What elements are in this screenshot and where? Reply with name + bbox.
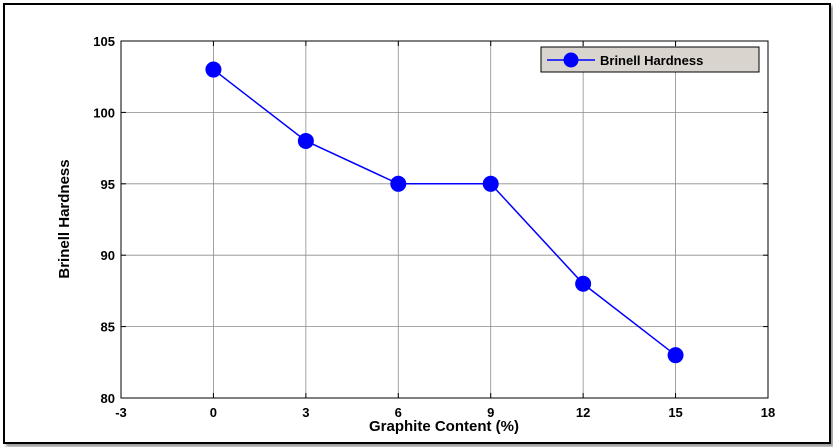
y-tick-label: 85 (101, 320, 115, 335)
data-point (297, 132, 314, 149)
y-tick-label: 105 (93, 34, 115, 49)
plot-area (121, 41, 768, 398)
legend: Brinell Hardness (540, 46, 760, 73)
x-tick-label: 0 (210, 405, 217, 420)
x-tick-label: -3 (115, 405, 127, 420)
legend-label: Brinell Hardness (600, 53, 703, 68)
x-tick-label: 15 (668, 405, 682, 420)
y-tick-label: 95 (101, 177, 115, 192)
y-tick-label: 100 (93, 105, 115, 120)
x-tick-labels: -3 0 3 6 9 12 15 18 (115, 405, 775, 420)
series-line (212, 68, 677, 356)
y-tick-label: 90 (101, 248, 115, 263)
figure-frame: -3 0 3 6 9 12 15 18 80 85 90 95 100 105 Graphite Con… (3, 3, 831, 444)
data-point (390, 175, 407, 192)
data-point (482, 175, 499, 192)
x-tick-label: 9 (487, 405, 494, 420)
data-point (575, 275, 592, 292)
x-tick-label: 12 (576, 405, 590, 420)
y-tick-labels: 80 85 90 95 100 105 (93, 34, 115, 406)
x-axis-title: Graphite Content (%) (369, 418, 519, 435)
data-point (667, 347, 684, 364)
y-tick-label: 80 (101, 391, 115, 406)
x-tick-label: 18 (761, 405, 775, 420)
line-chart: -3 0 3 6 9 12 15 18 80 85 90 95 100 105 Graphite Con… (56, 34, 775, 435)
data-point (205, 61, 222, 78)
y-axis-title: Brinell Hardness (56, 159, 73, 278)
x-tick-label: 6 (395, 405, 402, 420)
plot-border (120, 40, 769, 399)
legend-marker-swatch (563, 52, 579, 68)
series-layer (205, 61, 684, 364)
x-tick-label: 3 (302, 405, 309, 420)
